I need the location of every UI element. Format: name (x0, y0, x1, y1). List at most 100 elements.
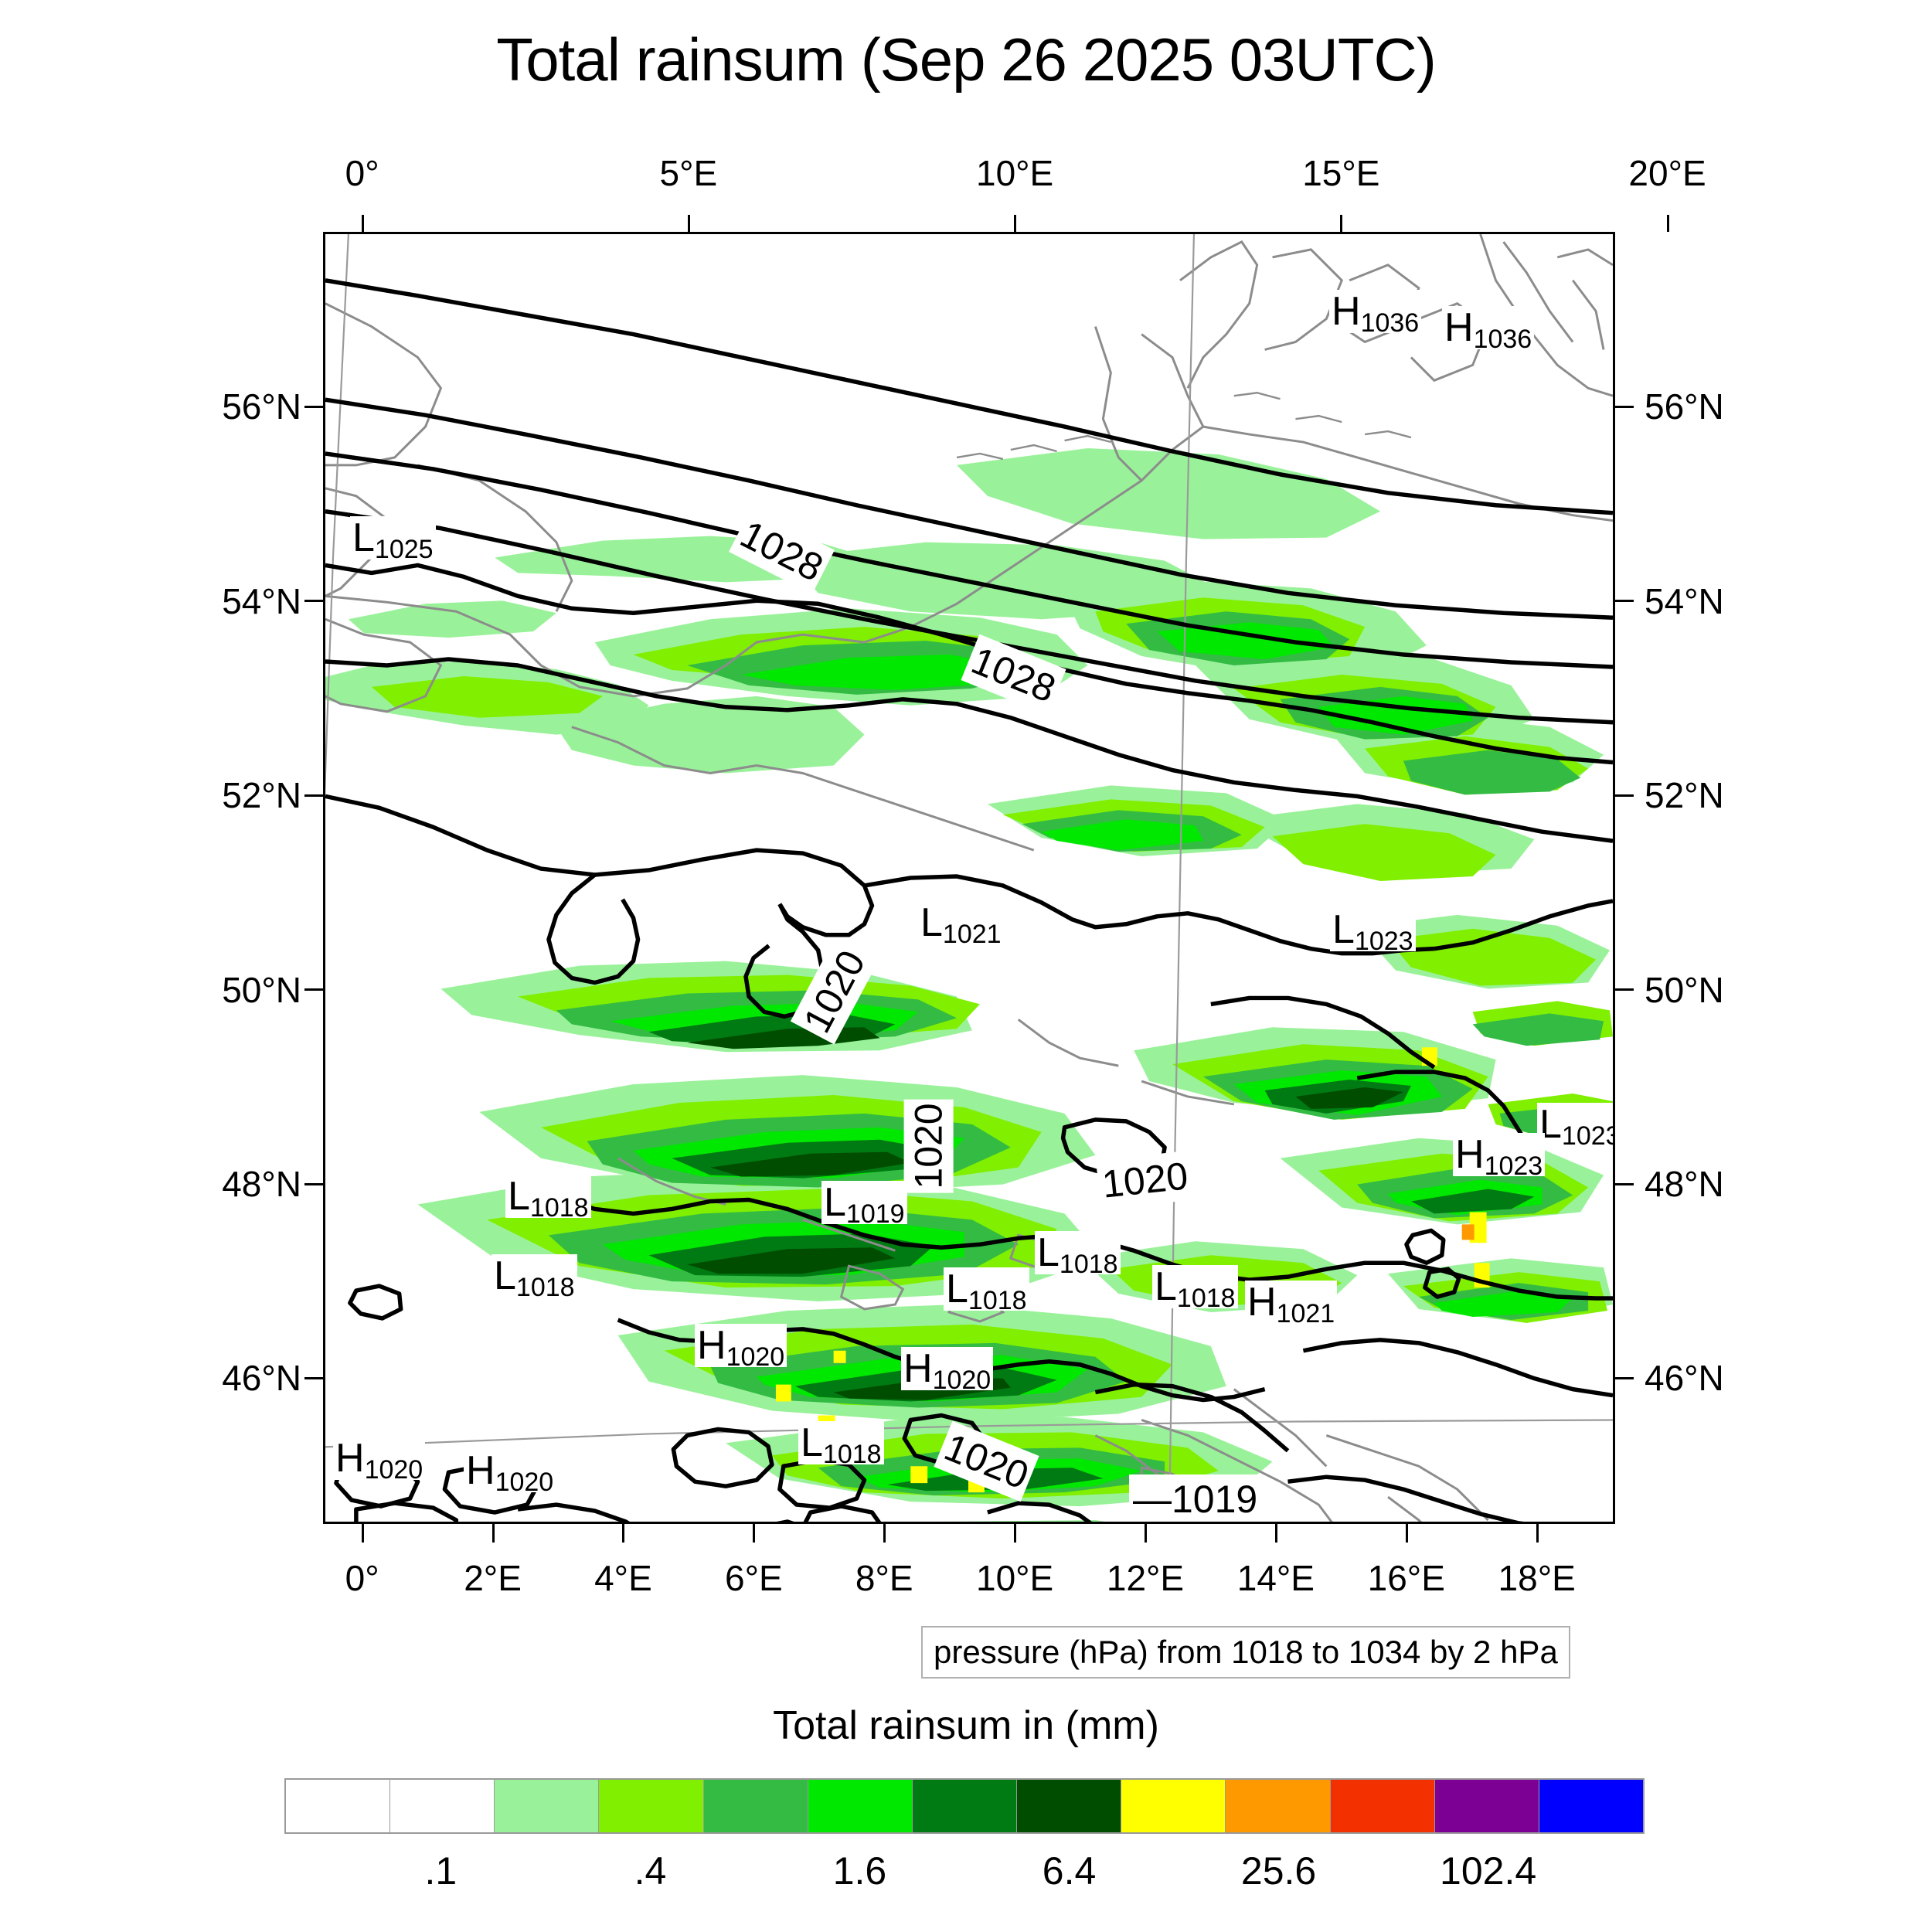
pressure-center-symbol: H (697, 1323, 726, 1368)
pressure-center-value: 1018 (515, 1273, 575, 1302)
tick-bottom-8: 16°E (1367, 1558, 1445, 1598)
tickmark-left-3 (304, 988, 323, 992)
pressure-center-value: 1025 (374, 535, 434, 564)
tickmark-left-1 (304, 600, 323, 603)
tickmark-top-4 (1666, 215, 1669, 232)
tickmark-bottom-5 (1014, 1524, 1017, 1543)
colorbar-segment-11[interactable] (1434, 1780, 1539, 1832)
tickmark-bottom-6 (1145, 1524, 1147, 1543)
pressure-center-symbol: H (466, 1448, 495, 1493)
colorbar-segment-6[interactable] (912, 1780, 1018, 1832)
map-plot-area[interactable]: H1036 H1036 L1025 L1021 L1023 L1023 H1023 L1018… (323, 232, 1615, 1524)
pressure-center-h-13: H1021 (1245, 1281, 1338, 1327)
page-title: Total rainsum (Sep 26 2025 03UTC) (496, 26, 1437, 94)
pressure-center-symbol: H (1444, 305, 1474, 350)
tickmark-bottom-7 (1274, 1524, 1277, 1543)
pressure-center-symbol: L (1332, 907, 1355, 952)
tickmark-left-5 (304, 1376, 323, 1379)
colorbar-segment-12[interactable] (1539, 1780, 1644, 1832)
pressure-center-value: 1036 (1473, 325, 1532, 354)
colorbar-segment-7[interactable] (1017, 1780, 1122, 1832)
tick-bottom-7: 14°E (1236, 1558, 1315, 1598)
coastlines (325, 234, 1613, 1522)
colorbar-segment-3[interactable] (599, 1780, 704, 1832)
pressure-center-value: 1018 (529, 1193, 589, 1223)
colorbar-segment-4[interactable] (703, 1780, 808, 1832)
pressure-center-symbol: L (946, 1267, 968, 1311)
tick-top-0: 0° (345, 153, 379, 193)
colorbar-label-0: .1 (424, 1849, 457, 1893)
tick-top-3: 15°E (1302, 153, 1380, 193)
pressure-center-value: 1021 (942, 920, 1002, 949)
tick-right-0: 56°N (1645, 386, 1724, 427)
coast-detail (956, 392, 1412, 461)
tick-bottom-1: 2°E (464, 1558, 522, 1598)
contour-label-1020-c: 1020 (1095, 1150, 1195, 1210)
colorbar-label-2: 1.6 (832, 1849, 887, 1893)
pressure-center-l-4: L1023 (1330, 907, 1416, 954)
tickmark-top-2 (1014, 215, 1017, 232)
tickmark-bottom-8 (1405, 1524, 1408, 1543)
tickmark-left-4 (304, 1182, 323, 1185)
tick-top-1: 5°E (659, 153, 718, 193)
pressure-center-value: 1020 (726, 1342, 785, 1372)
pressure-center-value: 1018 (968, 1286, 1027, 1315)
tickmark-top-0 (361, 215, 364, 232)
pressure-center-symbol: L (352, 515, 375, 560)
pressure-center-l-16: L1018 (798, 1421, 884, 1468)
colorbar-label-5: 102.4 (1440, 1849, 1537, 1893)
tick-bottom-5: 10°E (975, 1558, 1054, 1598)
tick-right-5: 46°N (1645, 1358, 1724, 1399)
tickmark-bottom-3 (753, 1524, 756, 1543)
tick-left-2: 52°N (222, 775, 301, 816)
tick-left-0: 56°N (222, 386, 301, 427)
colorbar-segment-9[interactable] (1226, 1780, 1331, 1832)
pressure-center-h-17: H1020 (333, 1437, 426, 1483)
contour-label-1020-b: 1020 (903, 1099, 954, 1193)
colorbar-segment-1[interactable] (390, 1780, 495, 1832)
colorbar-segment-10[interactable] (1330, 1780, 1435, 1832)
tickmark-right-2 (1615, 794, 1634, 797)
tick-top-4: 20°E (1628, 153, 1706, 193)
pressure-legend: pressure (hPa) from 1018 to 1034 by 2 hP… (921, 1626, 1570, 1679)
precip-shading (325, 448, 1613, 1522)
pressure-center-l-8: L1019 (821, 1181, 907, 1227)
tick-left-4: 48°N (222, 1164, 301, 1204)
colorbar[interactable] (284, 1778, 1645, 1834)
colorbar-label-1: .4 (634, 1849, 667, 1893)
pressure-center-l-12: L1018 (1152, 1264, 1238, 1311)
pressure-center-symbol: L (1155, 1264, 1177, 1309)
tick-left-1: 54°N (222, 580, 301, 621)
colorbar-label-4: 25.6 (1240, 1849, 1317, 1893)
colorbar-label-3: 6.4 (1042, 1849, 1097, 1893)
colorbar-segment-0[interactable] (286, 1780, 391, 1832)
colorbar-segment-5[interactable] (808, 1780, 913, 1832)
pressure-center-symbol: H (903, 1346, 933, 1391)
tick-left-3: 50°N (222, 969, 301, 1010)
pressure-center-l-2: L1025 (350, 515, 436, 563)
pressure-center-value: 1021 (1276, 1299, 1335, 1328)
tickmark-left-2 (304, 794, 323, 797)
pressure-center-l-11: L1018 (944, 1267, 1029, 1314)
tick-bottom-0: 0° (345, 1558, 379, 1598)
pressure-center-value: 1019 (845, 1199, 905, 1229)
pressure-center-symbol: H (1332, 289, 1361, 334)
pressure-center-value: 1023 (1354, 927, 1413, 956)
pressure-center-h-14: H1020 (695, 1323, 787, 1370)
tick-right-1: 54°N (1645, 580, 1724, 621)
tickmark-top-3 (1340, 215, 1343, 232)
pressure-center-value: 1020 (495, 1468, 554, 1497)
pressure-center-h-1: H1036 (1442, 305, 1535, 352)
colorbar-segment-2[interactable] (495, 1780, 600, 1832)
pressure-center-l-10: L1018 (1035, 1231, 1121, 1277)
pressure-center-h-6: H1023 (1453, 1133, 1546, 1179)
pressure-center-value: 1020 (364, 1455, 423, 1485)
tickmark-bottom-4 (883, 1524, 886, 1543)
tick-bottom-9: 18°E (1498, 1558, 1576, 1598)
tick-bottom-6: 12°E (1106, 1558, 1185, 1598)
tick-right-3: 50°N (1645, 969, 1724, 1010)
colorbar-segment-8[interactable] (1121, 1780, 1226, 1832)
tickmark-right-5 (1615, 1376, 1634, 1379)
pressure-center-value: 1023 (1561, 1121, 1615, 1151)
pressure-center-value: 1036 (1360, 308, 1420, 338)
